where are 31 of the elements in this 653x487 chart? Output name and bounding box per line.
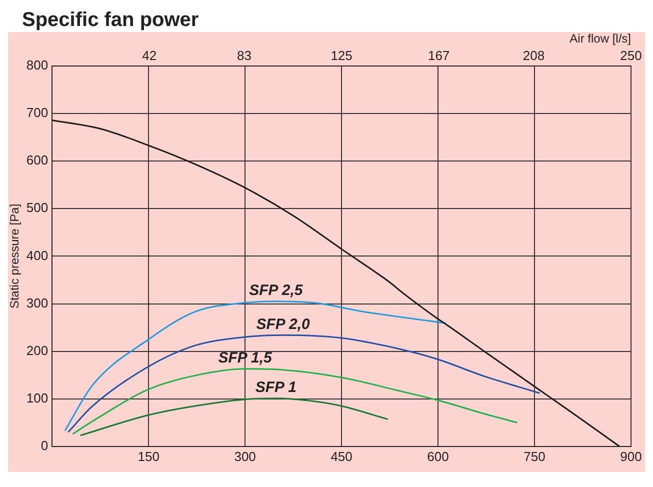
x2-tick-label: 42 <box>142 48 157 63</box>
x-tick-label: 150 <box>138 448 160 464</box>
x2-tick-label: 208 <box>522 48 545 63</box>
x-tick-label: 750 <box>524 448 546 464</box>
line-series <box>72 368 518 435</box>
y-axis-title: Static pressure [Pa] <box>8 204 22 309</box>
x2-axis-title: Air flow [l/s] <box>570 32 631 46</box>
x-tick-label: 450 <box>330 448 352 464</box>
series-label: SFP 1 <box>255 379 297 396</box>
y-tick-label: 500 <box>26 200 48 216</box>
x2-tick-label: 125 <box>330 48 352 63</box>
x2-tick-label: 167 <box>428 48 450 63</box>
y-tick-label: 0 <box>40 438 48 453</box>
y-tick-label: 100 <box>26 390 48 406</box>
y-tick-label: 300 <box>26 295 48 310</box>
x2-tick-label: 250 <box>620 48 642 63</box>
x-tick-label: 300 <box>234 448 256 464</box>
line-series <box>80 398 389 436</box>
x-tick-label: 900 <box>620 448 642 464</box>
y-tick-label: 700 <box>26 105 48 120</box>
y-tick-label: 600 <box>26 152 48 168</box>
chart-title: Specific fan power <box>21 8 200 32</box>
x2-tick-label: 83 <box>237 48 252 63</box>
x-tick-label: 600 <box>427 448 449 464</box>
series-label: SFP 2,5 <box>249 282 304 300</box>
series-label: SFP 2,0 <box>256 316 310 333</box>
y-tick-label: 200 <box>26 342 48 358</box>
y-tick-label: 400 <box>26 248 48 263</box>
line-series <box>64 300 446 432</box>
line-series <box>67 334 540 433</box>
y-tick-label: 800 <box>26 58 48 73</box>
